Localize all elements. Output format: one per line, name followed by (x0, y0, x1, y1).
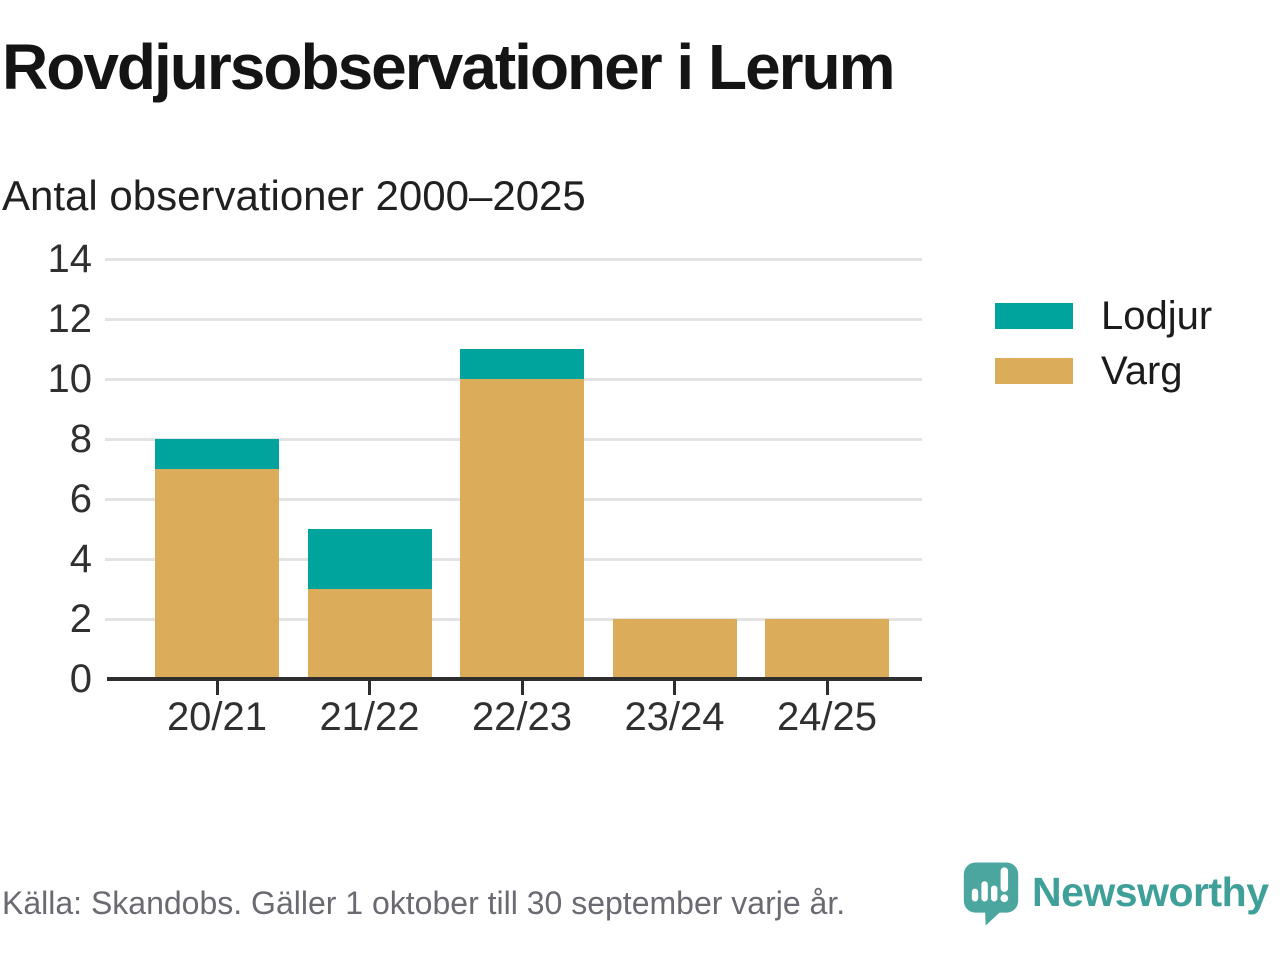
x-axis-tick (368, 681, 371, 695)
chart-subtitle: Antal observationer 2000–2025 (2, 172, 586, 219)
grid-line-y14 (105, 257, 922, 261)
grid-line-y12 (105, 317, 922, 321)
y-axis-tick-label: 12 (47, 297, 93, 341)
x-axis-tick-label: 24/25 (776, 695, 878, 739)
y-axis-tick-label: 0 (69, 657, 92, 701)
x-axis-tick-label: 21/22 (319, 695, 420, 739)
bar-segment-varg-24-25 (765, 619, 889, 679)
legend-label: Varg (1101, 349, 1183, 393)
x-axis-tick (215, 681, 219, 695)
y-axis-tick-label: 6 (69, 477, 92, 521)
x-axis-tick (825, 681, 829, 695)
x-axis-tick-label: 23/24 (624, 695, 725, 739)
y-axis-tick-label: 4 (69, 537, 92, 581)
legend-swatch-lodjur (995, 303, 1073, 329)
x-axis-tick (673, 681, 676, 695)
page-title: Rovdjursobservationer i Lerum (2, 31, 896, 103)
bar-segment-varg-20-21 (155, 469, 279, 679)
bar-segment-lodjur-20-21 (155, 439, 279, 469)
newsworthy-pin-barchart-icon (963, 862, 1019, 926)
bar-segment-varg-22-23 (460, 379, 584, 679)
legend-swatch-varg (995, 358, 1073, 384)
bar-segment-varg-21-22 (307, 589, 432, 679)
legend-label: Lodjur (1101, 294, 1213, 338)
x-axis-tick-label: 22/23 (471, 695, 573, 739)
legend-item-lodjur: Lodjur (995, 296, 1212, 336)
bar-segment-lodjur-21-22 (307, 529, 432, 589)
y-axis-tick-label: 2 (69, 597, 92, 641)
x-axis-tick (520, 681, 524, 695)
source-note: Källa: Skandobs. Gäller 1 oktober till 3… (2, 885, 846, 921)
legend: Lodjur Varg (995, 296, 1212, 413)
x-axis-line (107, 677, 922, 681)
bar-segment-varg-23-24 (612, 619, 737, 679)
y-axis-tick-label: 14 (47, 237, 93, 281)
brand-lockup: Newsworthy (963, 862, 1269, 926)
x-axis-tick-label: 20/21 (166, 695, 268, 739)
y-axis-tick-label: 10 (47, 357, 93, 401)
y-axis-tick-label: 8 (69, 417, 92, 461)
bar-segment-lodjur-22-23 (460, 349, 584, 379)
brand-name: Newsworthy (1032, 868, 1269, 915)
legend-item-varg: Varg (995, 351, 1212, 391)
